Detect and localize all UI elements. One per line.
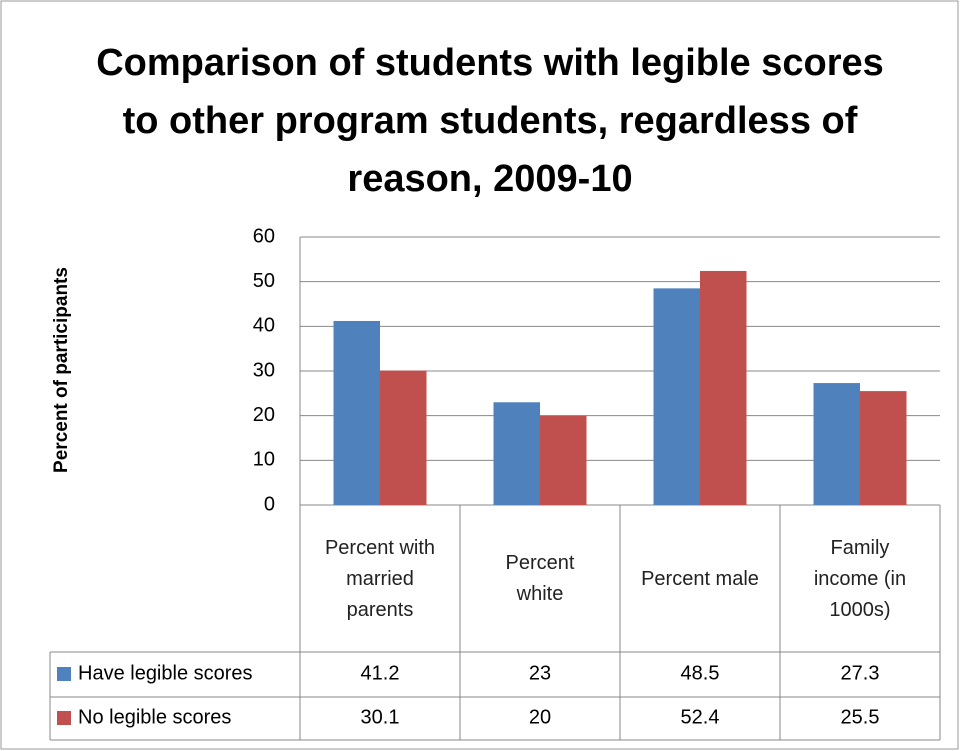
legend-swatch — [57, 711, 71, 725]
table-value: 27.3 — [841, 662, 880, 684]
legend-label: Have legible scores — [78, 662, 253, 684]
y-tick-label: 0 — [264, 493, 275, 515]
category-label: Percent with married parents — [324, 536, 436, 621]
y-tick-label: 50 — [253, 270, 275, 292]
y-tick-label: 30 — [253, 359, 275, 381]
y-tick-label: 10 — [253, 449, 275, 471]
bar — [493, 402, 540, 505]
table-value: 48.5 — [681, 662, 720, 684]
y-tick-label: 20 — [253, 404, 275, 426]
legend-label: No legible scores — [78, 706, 231, 728]
bar — [540, 415, 587, 505]
table-value: 41.2 — [361, 662, 400, 684]
y-tick-label: 60 — [253, 225, 275, 247]
category-label: Percent white — [505, 552, 575, 605]
bar — [813, 383, 860, 505]
chart-title: Comparison of students with legible scor… — [96, 42, 884, 200]
legend-swatch — [57, 667, 71, 681]
bar — [700, 270, 747, 505]
bar — [860, 391, 907, 505]
table-value: 23 — [529, 662, 551, 684]
y-tick-label: 40 — [253, 315, 275, 337]
table-value: 52.4 — [681, 706, 720, 728]
table-value: 25.5 — [841, 706, 880, 728]
bar — [333, 320, 380, 505]
table-value: 30.1 — [361, 706, 400, 728]
category-label: Family income (in 1000s) — [813, 536, 907, 621]
bar — [653, 288, 700, 505]
y-axis-label: Percent of participants — [51, 267, 72, 473]
table-value: 20 — [529, 706, 551, 728]
category-label: Percent male — [641, 567, 759, 590]
bar — [380, 370, 427, 505]
